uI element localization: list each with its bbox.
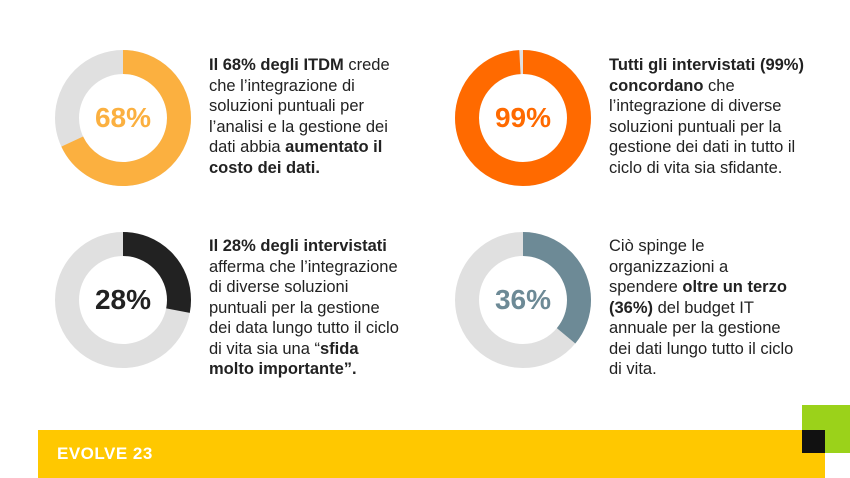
stat-68-text-plain: crede che l’integrazione di soluzioni pu… <box>209 56 390 156</box>
donut-label-28: 28% <box>94 284 152 315</box>
stat-68-text-bold-1: Il 68% degli ITDM <box>209 56 344 74</box>
stat-99-text: Tutti gli intervistati (99%) concordano … <box>609 55 805 178</box>
black-accent-square <box>802 430 825 453</box>
donut-svg-28 <box>55 232 191 368</box>
donut-svg-99 <box>455 50 591 186</box>
donut-chart-99: 99% <box>453 48 593 188</box>
donut-arc-36 <box>455 232 591 368</box>
stat-68-text-bold-2: aumentato il costo dei dati. <box>209 138 383 177</box>
stat-36-text-plain-2: del budget IT annuale per la gestione de… <box>609 298 794 379</box>
donut-arc-68 <box>55 50 191 186</box>
donut-chart-36: 36% <box>453 230 593 370</box>
stat-36-text-bold-1: oltre un terzo (36%) <box>609 278 787 317</box>
stat-28-text-bold-2: sfida molto importante <box>209 339 359 379</box>
donut-label-36: 36% <box>494 284 552 315</box>
donut-label-68: 68% <box>94 102 152 133</box>
stat-36-text: Ciò spinge le organizzazioni a spendere … <box>609 236 799 380</box>
donut-svg-68 <box>55 50 191 186</box>
stat-99-text-bold-1: Tutti gli intervistati (99%) concordano <box>609 56 804 95</box>
brand-logo-text: EVOLVE 23 <box>57 444 153 463</box>
stat-28-text-plain-1: afferma che l’integrazione di diverse so… <box>209 257 399 358</box>
stat-99-text-plain-1: che l’integrazione di diverse soluzioni … <box>609 76 796 177</box>
donut-chart-28: 28% <box>53 230 193 370</box>
footer-band <box>38 430 825 478</box>
stat-28-text-plain-2: ”. <box>343 360 357 378</box>
donut-arc-28 <box>55 232 191 368</box>
stat-68-text-plain-1: crede che l’integrazione di soluzioni pu… <box>209 56 390 156</box>
stat-68-text: Il 68% degli ITDM crede che l’integrazio… <box>209 55 401 178</box>
stat-36-text-plain-1: Ciò spinge le organizzazioni a spendere <box>609 237 729 296</box>
donut-label-99: 99% <box>494 102 552 133</box>
donut-svg-36 <box>455 232 591 368</box>
donut-chart-68: 68% <box>53 48 193 188</box>
stat-28-text-bold-1: Il 28% degli intervistati <box>209 237 387 255</box>
stat-28-text: Il 28% degli intervistati afferma che l’… <box>209 236 399 380</box>
donut-arc-99 <box>455 50 591 186</box>
